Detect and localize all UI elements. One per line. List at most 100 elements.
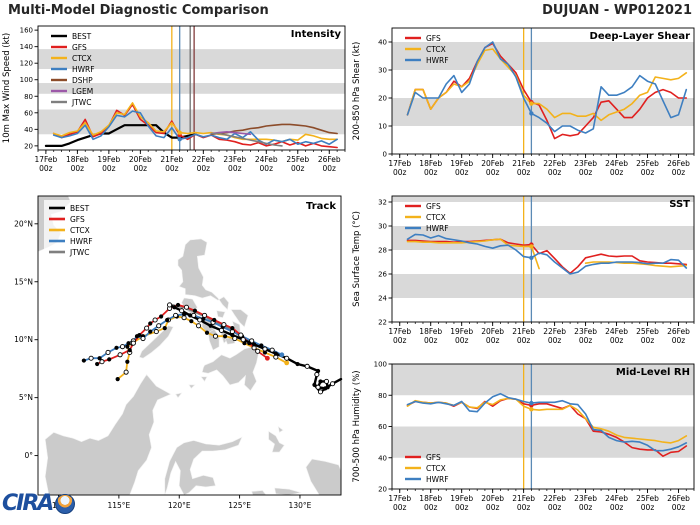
legend-label: HWRF <box>72 65 95 74</box>
track-fix-00z <box>188 313 193 318</box>
x-tick-date: 20Feb <box>481 494 504 503</box>
x-tick-hour: 00z <box>424 336 438 345</box>
y-axis-title: 10m Max Wind Speed (kt) <box>2 33 12 143</box>
track-fix-00z <box>223 334 228 339</box>
track-fix-12z <box>329 381 336 387</box>
x-tick-date: 21Feb <box>512 159 535 168</box>
init-dot-hwrf <box>529 111 534 116</box>
panel-title: Mid-Level RH <box>616 367 690 378</box>
track-fix-12z <box>173 312 179 318</box>
lat-tick-label: 10°N <box>14 335 33 344</box>
y-tick-label: 24 <box>378 295 387 303</box>
x-tick-date: 21Feb <box>512 327 535 336</box>
track-fix-12z <box>197 317 203 323</box>
y-tick-label: 60 <box>378 423 387 431</box>
track-fix-12z <box>99 359 105 365</box>
lat-tick-label: 5°N <box>19 393 33 402</box>
legend-label: CTCX <box>426 464 446 473</box>
category-band <box>392 196 694 202</box>
track-fix-00z <box>165 317 170 323</box>
y-tick-label: 20 <box>378 486 387 494</box>
x-tick-hour: 00z <box>579 168 593 177</box>
x-tick-hour: 00z <box>610 336 624 345</box>
series-hwrf <box>406 233 688 275</box>
x-tick-date: 17Feb <box>388 159 411 168</box>
category-band <box>392 364 694 396</box>
x-tick-hour: 00z <box>517 168 531 177</box>
x-tick-date: 26Feb <box>318 155 341 164</box>
x-tick-hour: 00z <box>672 336 686 345</box>
legend-label: CTCX <box>426 45 446 54</box>
legend-label: GFS <box>426 453 441 462</box>
track-fix-00z <box>212 317 217 323</box>
x-tick-date: 26Feb <box>667 327 690 336</box>
legend-label: GFS <box>426 34 441 43</box>
legend-label: CTCX <box>72 54 92 63</box>
track-fix-12z <box>88 355 94 361</box>
x-tick-hour: 00z <box>486 168 500 177</box>
x-tick-hour: 00z <box>672 168 686 177</box>
legend-label: BEST <box>72 32 92 41</box>
y-tick-label: 30 <box>378 67 387 75</box>
x-tick-date: 25Feb <box>636 159 659 168</box>
legend-label: HWRF <box>70 237 93 246</box>
shear-chart-panel: 0 10 20 30 40 17Feb 00z 18Feb 00z 19Feb 00z 20Feb 00… <box>350 20 700 190</box>
legend-label: CTCX <box>70 226 90 235</box>
storm-title: DUJUAN - WP012021 <box>542 3 692 18</box>
series-best <box>44 124 197 147</box>
x-tick-date: 21Feb <box>160 155 183 164</box>
series-hwrf <box>52 110 338 145</box>
lat-tick-label: 15°N <box>14 277 33 286</box>
track-fix-12z <box>179 308 185 314</box>
x-tick-date: 23Feb <box>574 327 597 336</box>
x-tick-date: 19Feb <box>450 159 473 168</box>
figure-header: Multi-Model Diagnostic Comparison DUJUAN… <box>0 0 700 20</box>
track-start-dot-gfs <box>264 355 270 361</box>
panel-title: Deep-Layer Shear <box>590 31 691 42</box>
track-fix-12z <box>105 349 111 356</box>
track-fix-12z <box>255 348 261 354</box>
track-fix-00z <box>162 326 167 331</box>
track-fix-12z <box>152 317 158 323</box>
panel-title: Track <box>306 201 336 212</box>
land-polygon <box>201 346 260 392</box>
track-fix-00z <box>230 326 235 331</box>
init-dot-hwrf <box>529 400 534 406</box>
intensity-chart: 2040608010012014016017Feb00z18Feb00z19Fe… <box>2 25 346 173</box>
track-fix-12z <box>117 352 123 358</box>
y-tick-label: 60 <box>24 109 33 117</box>
track-fix-12z <box>284 355 290 361</box>
x-tick-date: 22Feb <box>543 159 566 168</box>
lon-tick-label: 115°E <box>107 501 130 510</box>
x-tick-hour: 00z <box>517 336 531 345</box>
track-fix-12z <box>317 389 324 395</box>
init-dot-ctcx <box>529 407 534 412</box>
y-tick-label: 20 <box>378 95 387 103</box>
x-tick-hour: 00z <box>165 164 179 173</box>
land-polygon <box>177 238 230 311</box>
track-fix-00z <box>230 332 235 338</box>
track-fix-12z <box>202 312 208 318</box>
track-fix-12z <box>183 304 190 310</box>
track-fix-00z <box>251 342 257 347</box>
map-frame <box>37 195 342 496</box>
category-band <box>392 42 694 70</box>
y-tick-label: 26 <box>378 271 387 279</box>
x-tick-hour: 00z <box>197 164 211 173</box>
land-polygon <box>200 376 208 382</box>
track-fix-00z <box>127 348 132 353</box>
legend-label: JTWC <box>69 248 89 257</box>
lat-tick-label: 0° <box>24 451 33 460</box>
x-tick-date: 26Feb <box>667 494 690 503</box>
series-hwrf <box>406 41 688 134</box>
lat-tick-label: 20°N <box>14 219 33 228</box>
track-fix-00z <box>148 329 153 334</box>
x-tick-hour: 00z <box>641 503 655 512</box>
intensity-chart-panel: 20 40 60 80 100 120 140 160 17Feb 00z 18Feb 00z 19Fe… <box>0 20 350 188</box>
track-fix-00z <box>159 314 164 319</box>
land-polygon <box>44 373 172 496</box>
x-tick-date: 17Feb <box>34 155 57 164</box>
track-fix-12z <box>153 329 159 335</box>
x-tick-date: 17Feb <box>388 494 411 503</box>
x-tick-hour: 00z <box>291 164 305 173</box>
